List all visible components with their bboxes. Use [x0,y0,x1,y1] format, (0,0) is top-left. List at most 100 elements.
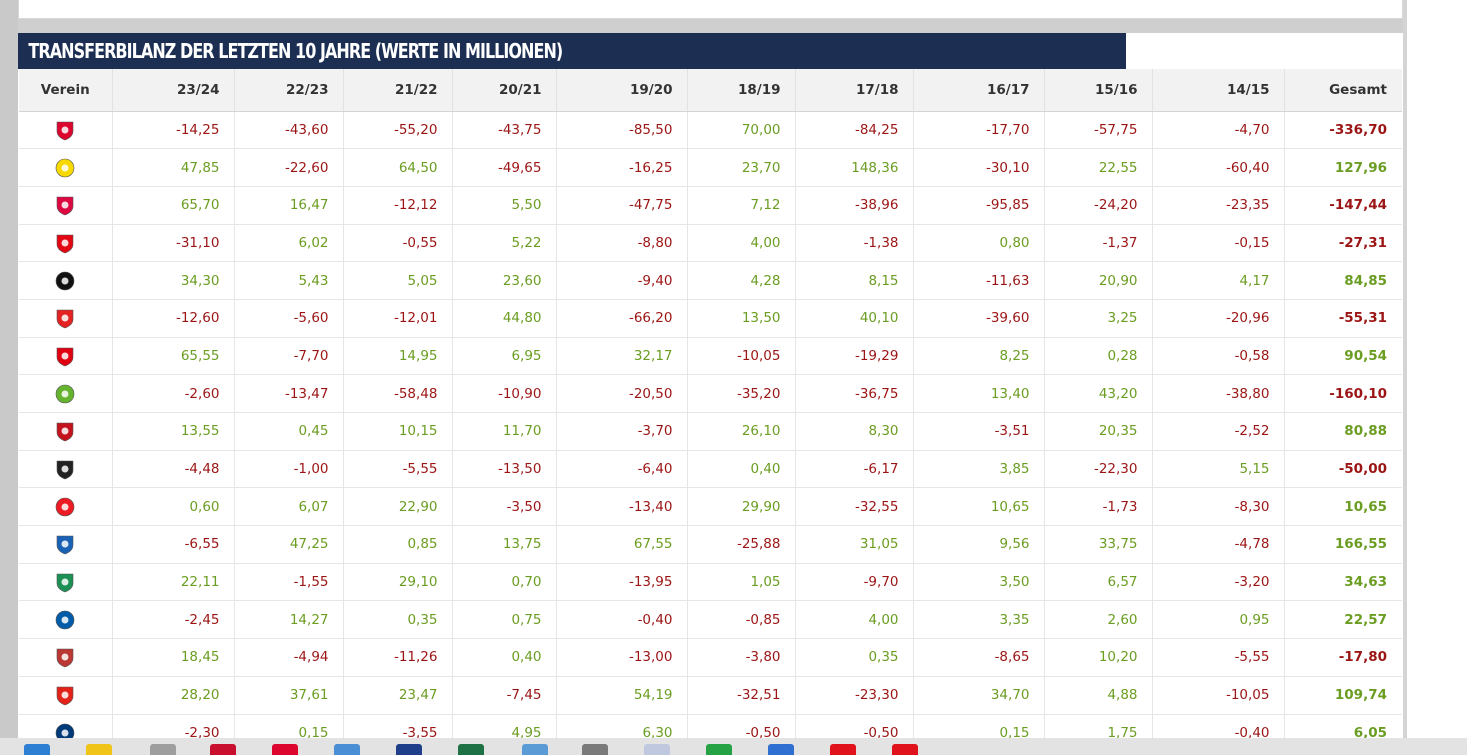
column-header-season[interactable]: 14/15 [1152,69,1285,112]
table-row: 47,85 -22,60 64,50 -49,65 -16,25 23,70 148,36-… [19,148,1402,187]
season-value-cell: -4,94 [234,638,344,677]
season-value-cell: -19,29 [795,337,914,376]
season-value-cell: -9,40 [556,261,688,300]
season-value-cell: -14,25 [112,111,235,150]
season-value-cell: 0,75 [452,600,557,640]
total-cell: -147,44 [1284,186,1402,225]
opera-gx-icon[interactable] [892,744,918,755]
column-header-season[interactable]: 18/19 [687,69,796,112]
explorer-icon[interactable] [86,744,112,755]
total-cell: 166,55 [1284,525,1402,564]
season-value-cell: 0,85 [343,525,453,564]
column-header-season[interactable]: 23/24 [112,69,235,112]
transfer-balance-table: Verein 23/24 22/23 21/22 20/21 19/20 18/19 17/1… [19,69,1402,753]
season-value-cell: 29,90 [687,487,796,527]
eintracht-frankfurt-crest[interactable] [55,345,75,367]
season-value-cell: -0,58 [1152,337,1285,376]
season-value-cell: 0,95 [1152,600,1285,640]
season-value-cell: 5,22 [452,224,557,263]
table-row: -2,45 14,27 0,35 0,75 -0,40 -0,85 4,00 3,35 2,60… [19,600,1402,640]
vfb-stuttgart-crest[interactable] [55,684,75,706]
pdf-icon[interactable] [210,744,236,755]
season-value-cell: -32,55 [795,487,914,527]
file-icon[interactable] [644,744,670,755]
season-value-cell: -3,70 [556,412,688,451]
season-value-cell: -84,25 [795,111,914,150]
column-header-total[interactable]: Gesamt [1284,69,1402,112]
table-row: 22,11 -1,55 29,10 0,70 -13,95 1,05 -9,70 3,50 6,… [19,563,1402,602]
scrollbar-track[interactable] [1403,0,1407,755]
column-header-club[interactable]: Verein [19,69,113,112]
season-value-cell: 3,35 [913,600,1045,640]
season-value-cell: -22,60 [234,148,344,187]
rb-leipzig-crest[interactable] [55,194,75,216]
column-header-season[interactable]: 16/17 [913,69,1045,112]
season-value-cell: -1,73 [1044,487,1153,527]
season-value-cell: 8,15 [795,261,914,300]
total-cell: -17,80 [1284,638,1402,677]
season-value-cell: 0,40 [687,450,796,489]
fc-augsburg-crest[interactable] [55,646,75,668]
map-icon[interactable] [334,744,360,755]
opera-icon[interactable] [830,744,856,755]
column-header-season[interactable]: 20/21 [452,69,557,112]
season-value-cell: -13,50 [452,450,557,489]
season-value-cell: -13,40 [556,487,688,527]
vfl-wolfsburg-crest[interactable] [55,383,75,405]
print-icon[interactable] [582,744,608,755]
club-cell [19,487,113,527]
union-berlin-crest[interactable] [55,232,75,254]
season-value-cell: 6,57 [1044,563,1153,602]
season-value-cell: -38,96 [795,186,914,225]
column-header-season[interactable]: 17/18 [795,69,914,112]
vfl-bochum-crest[interactable] [55,609,75,631]
total-cell: -50,00 [1284,450,1402,489]
gladbach-crest[interactable] [55,458,75,480]
whatsapp-icon[interactable] [706,744,732,755]
season-value-cell: -3,20 [1152,563,1285,602]
season-value-cell: 20,35 [1044,412,1153,451]
chrome-icon[interactable] [150,744,176,755]
season-value-cell: 23,47 [343,676,453,715]
season-value-cell: -13,00 [556,638,688,677]
season-value-cell: -17,70 [913,111,1045,150]
paint-icon[interactable] [768,744,794,755]
season-value-cell: 37,61 [234,676,344,715]
folder-icon[interactable] [24,744,50,755]
mainz-05-crest[interactable] [55,420,75,442]
column-header-season[interactable]: 15/16 [1044,69,1153,112]
table-row: 13,55 0,45 10,15 11,70 -3,70 26,10 8,30 -3,51 20… [19,412,1402,451]
bvb-crest[interactable] [55,157,75,179]
season-value-cell: 4,28 [687,261,796,300]
hoffenheim-crest[interactable] [55,533,75,555]
season-value-cell: 22,11 [112,563,235,602]
column-header-season[interactable]: 22/23 [234,69,344,112]
season-value-cell: -12,12 [343,186,453,225]
total-cell: -160,10 [1284,374,1402,413]
calendar-icon[interactable] [396,744,422,755]
monitor-icon[interactable] [522,744,548,755]
season-value-cell: 9,56 [913,525,1045,564]
column-header-season[interactable]: 19/20 [556,69,688,112]
season-value-cell: 40,10 [795,299,914,338]
column-header-season[interactable]: 21/22 [343,69,453,112]
club-cell [19,600,113,640]
leverkusen-crest[interactable] [55,307,75,329]
excel-icon[interactable] [458,744,484,755]
fc-koeln-crest[interactable] [55,496,75,518]
season-value-cell: 0,80 [913,224,1045,263]
sc-freiburg-crest[interactable] [55,270,75,292]
season-value-cell: -1,37 [1044,224,1153,263]
season-value-cell: -5,55 [343,450,453,489]
season-value-cell: 14,95 [343,337,453,376]
season-value-cell: 0,35 [343,600,453,640]
werder-bremen-crest[interactable] [55,571,75,593]
table-row: 65,55 -7,70 14,95 6,95 32,17 -10,05 -19,29 8,25… [19,337,1402,376]
fc-bayern-crest[interactable] [55,119,75,141]
season-value-cell: -38,80 [1152,374,1285,413]
season-value-cell: 13,75 [452,525,557,564]
season-value-cell: 14,27 [234,600,344,640]
page-right-margin [1403,0,1467,755]
season-value-cell: 18,45 [112,638,235,677]
bayern-app-icon[interactable] [272,744,298,755]
